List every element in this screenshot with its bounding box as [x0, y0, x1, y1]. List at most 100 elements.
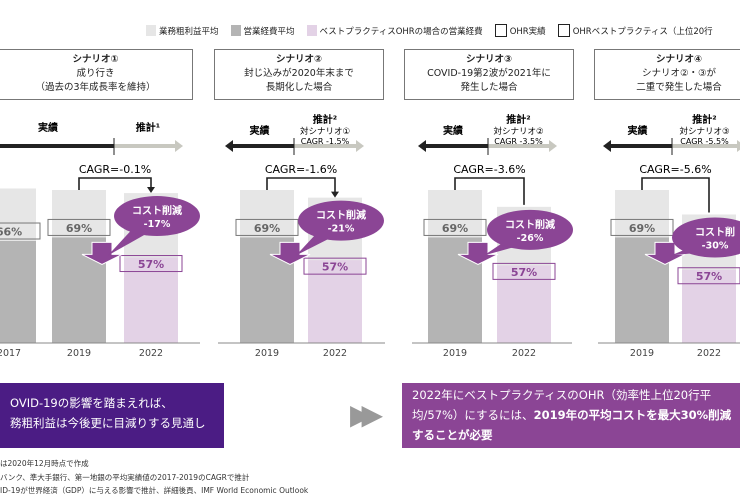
scenario-desc: 発生した場合 [460, 82, 518, 93]
year-label: 2019 [255, 348, 279, 359]
scenario-desc: 封じ込みが2020年末まで [244, 68, 354, 79]
forecast-sub: 対シナリオ③ [679, 126, 729, 137]
ohr-box [610, 218, 674, 236]
bubble-value: -17% [144, 219, 171, 230]
forecast-label: 推計² [506, 113, 530, 126]
double-chevron-icon: ▶▶ [350, 398, 383, 431]
ohr-box [677, 267, 740, 285]
forecast-arrowhead [549, 140, 557, 152]
bubble-title: コスト削減 [505, 218, 555, 231]
cost-down-arrow [269, 241, 311, 265]
actual-label: 実績 [443, 124, 463, 137]
actual-arrowhead [418, 140, 426, 152]
bubble-value: -21% [328, 224, 355, 235]
cagr-bracket [78, 177, 152, 192]
ohr-label: 69% [442, 222, 468, 235]
cagr-label: CAGR=-3.6% [453, 163, 525, 176]
bubble-title: コスト削減 [316, 209, 366, 222]
forecast-label: 推計² [313, 113, 337, 126]
best-practice-expense-bar [497, 265, 551, 343]
cost-reduction-bubble [487, 209, 573, 250]
legend-item: ベストプラクティスOHRの場合の営業経費 [306, 25, 483, 37]
legend-item: 業務粗利益平均 [146, 25, 219, 37]
ohr-box [47, 218, 111, 236]
footnote: は2020年12月時点で作成 [0, 459, 89, 468]
cagr-bracket [266, 177, 336, 196]
scenario-desc: 長期化した場合 [265, 82, 333, 93]
cagr-label: CAGR=-0.1% [79, 163, 151, 176]
cagr-arrowhead [331, 191, 339, 198]
scenario-3-box: シナリオ③ COVID-19第2波が2021年に 発生した場合 [404, 49, 574, 100]
footnote: バンク、準大手銀行、第一地銀の平均実績値の2017-2019のCAGRで推計 [0, 472, 250, 482]
scenario-desc: 成り行き [76, 68, 115, 79]
conclusion-text: OVID-19の影響を踏まえれば、 [10, 396, 173, 410]
ohr-label: 57% [511, 266, 537, 279]
cagr-bracket [641, 177, 710, 213]
expense-bar [0, 241, 36, 343]
cost-down-arrow [457, 241, 499, 265]
forecast-sub: 対シナリオ① [300, 126, 350, 137]
actual-label: 実績 [38, 121, 58, 134]
forecast-label: 推計² [692, 113, 716, 126]
bubble-title: コスト削 [695, 225, 735, 238]
bubble-value: -26% [517, 233, 544, 244]
cagr-label: CAGR=-5.6% [639, 163, 711, 176]
forecast-sub: CAGR -3.5% [494, 137, 543, 146]
actual-label: 実績 [628, 124, 648, 137]
scenario-1-box: シナリオ① 成り行き （過去の3年成長率を維持） [0, 49, 193, 100]
forecast-label: 推計¹ [136, 121, 160, 134]
ohr-box [119, 255, 183, 273]
scenario-desc: シナリオ②・③が [641, 68, 717, 79]
actual-arrowhead [225, 140, 233, 152]
conclusion-text: 務粗利益は今後更に目減りする見通し [10, 416, 206, 430]
cost-reduction-bubble [298, 200, 384, 241]
ohr-box [492, 262, 556, 280]
ohr-label: 66% [0, 226, 22, 239]
year-label: 2022 [323, 348, 347, 359]
forecast-arrowhead [175, 140, 183, 152]
scenario-title: シナリオ③ [465, 54, 513, 65]
scenario-charts: 実績 推計¹ 2017 66% 2019 69% 2022 57% CAGR=-0.1% コスト削… [0, 113, 740, 359]
cagr-arrowhead [147, 187, 155, 194]
year-label: 2022 [512, 348, 536, 359]
actual-arrowhead [603, 140, 611, 152]
year-label: 2019 [443, 348, 467, 359]
conclusion-right-box: 2022年にベストプラクティスのOHR（効率性上位20行平均/57%）にするには… [402, 383, 740, 448]
forecast-sub: CAGR -5.5% [680, 137, 729, 146]
scenario-desc: （過去の3年成長率を維持） [35, 82, 156, 93]
ohr-box [0, 222, 41, 240]
cost-down-arrow [81, 241, 123, 265]
legend-swatch [146, 25, 156, 36]
conclusion-text: 2022年にベストプラクティスのOHR（効率性上位20行平均/57%）にするには… [412, 388, 712, 422]
cost-reduction-bubble [114, 196, 200, 237]
ohr-label: 57% [138, 258, 164, 271]
legend-label: OHR実績 [509, 26, 546, 37]
bubble-value: -30% [702, 240, 729, 251]
scenario-desc: 二重で発生した場合 [636, 82, 722, 93]
scenario-title: シナリオ② [275, 54, 323, 65]
ohr-label: 69% [629, 222, 655, 235]
ohr-box [303, 257, 367, 275]
legend-item: 営業経費平均 [230, 25, 295, 37]
cagr-bracket [454, 177, 525, 205]
year-label: 2019 [630, 348, 654, 359]
cagr-label: CAGR=-1.6% [265, 163, 337, 176]
conclusion-bold-text: 2019年の平均コストを最大30%削減することが必要 [412, 408, 732, 442]
actual-label: 実績 [250, 124, 270, 137]
legend-item: OHRベストプラクティス（上位20行 [557, 24, 713, 37]
ohr-box [423, 218, 487, 236]
legend-label: ベストプラクティスOHRの場合の営業経費 [319, 26, 483, 37]
cost-reduction-bubble [672, 217, 740, 258]
ohr-label: 69% [254, 222, 280, 235]
legend-swatch [306, 25, 317, 36]
legend-item: OHR実績 [494, 24, 546, 37]
footnote: ID-19が世界経済（GDP）に与える影響で推計、詳細後頁、IMF World … [0, 486, 309, 495]
best-practice-expense-bar [682, 269, 736, 343]
ohr-box [235, 218, 299, 236]
legend-label: 営業経費平均 [243, 26, 295, 37]
forecast-sub: 対シナリオ② [493, 126, 543, 137]
legend-label: 業務粗利益平均 [159, 26, 219, 37]
bubble-title: コスト削減 [132, 204, 182, 217]
year-label: 2019 [67, 348, 91, 359]
ohr-label: 57% [322, 261, 348, 274]
